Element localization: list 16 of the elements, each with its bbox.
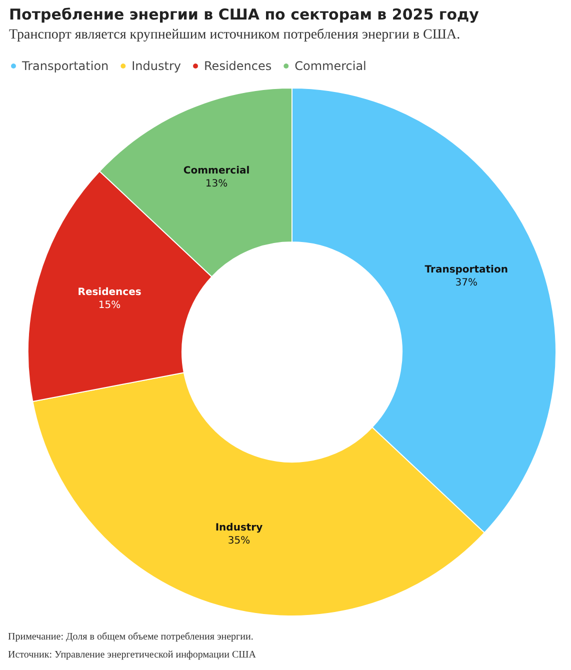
legend-label: Residences [204, 59, 272, 73]
text: Источник: Управление энергетической информации США [8, 650, 257, 660]
data-label: 13% [205, 178, 228, 190]
data-label: 37% [455, 278, 478, 289]
slice-label: Industry [215, 522, 264, 534]
legend-label: Commercial [294, 59, 366, 73]
chart-subtitle: Транспорт является крупнейшим источником потребления энергии в США. [9, 28, 460, 42]
data-label: 35% [228, 535, 250, 546]
legend-label: Transportation [21, 59, 109, 73]
data-label: 15% [98, 300, 121, 311]
slice-label: Commercial [183, 166, 250, 177]
text: Примечание: Доля в общем объеме потребления энергии. [8, 632, 254, 642]
slice-label: Transportation [424, 264, 508, 276]
slice-label: Residences [78, 286, 142, 298]
chart-title: Потребление энергии в США по секторам в 2025 году [9, 6, 480, 24]
legend-label: Industry [132, 59, 182, 73]
